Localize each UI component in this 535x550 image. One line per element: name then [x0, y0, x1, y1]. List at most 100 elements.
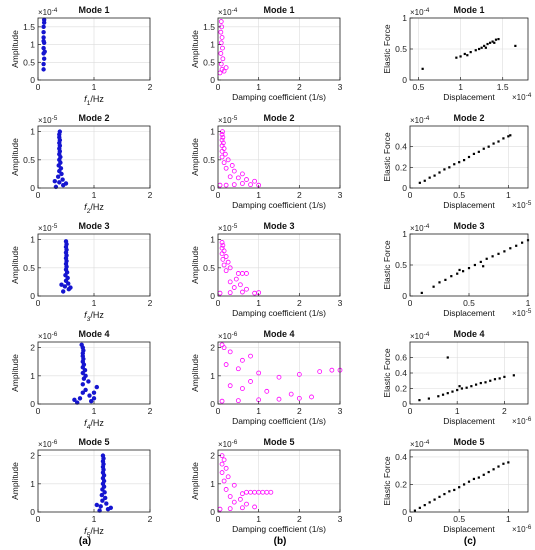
y-axis-label: Amplitude: [190, 30, 200, 68]
data-point: [57, 129, 63, 134]
data-point: [225, 259, 231, 265]
panel-title: Mode 1: [78, 5, 109, 15]
y-tick-label: 0.4: [395, 142, 407, 152]
data-point: [459, 55, 462, 58]
axes-frame: [409, 125, 529, 189]
data-point: [221, 457, 227, 463]
data-point: [227, 265, 233, 271]
y-tick-label: 1: [30, 127, 35, 137]
panel-title: Mode 5: [453, 437, 484, 447]
data-point: [433, 174, 436, 177]
data-point: [482, 473, 485, 476]
column-label-a: (a): [79, 536, 91, 547]
data-point: [252, 178, 258, 184]
data-point: [438, 281, 441, 284]
y-axis-label: Amplitude: [190, 462, 200, 500]
data-point: [220, 134, 226, 140]
data-point: [239, 386, 245, 391]
data-point: [233, 276, 239, 282]
y-tick-label: 1: [210, 40, 215, 50]
data-point: [493, 378, 497, 381]
data-point: [480, 46, 483, 49]
data-point: [479, 381, 482, 385]
x-axis-label: Damping coefficient (1/s): [232, 92, 326, 102]
y-exponent-label: ×10-4: [410, 223, 430, 233]
data-point: [458, 161, 461, 164]
x-tick-label: 1: [526, 298, 531, 308]
x-tick-label: 0.5: [463, 298, 475, 308]
x-tick-label: 2: [148, 514, 153, 524]
x-axis-label: Damping coefficient (1/s): [232, 416, 326, 426]
x-tick-label: 1: [92, 514, 97, 524]
data-point: [470, 385, 473, 388]
y-tick-label: 0: [210, 183, 215, 193]
panel-c3: 0 0.5 1 0 0.5 1 Mode 3 ×10-4 ×10-5 Displacement El…: [382, 221, 532, 318]
data-point: [235, 175, 241, 181]
data-point: [503, 375, 506, 378]
panel-title: Mode 4: [263, 329, 294, 339]
data-point: [244, 177, 249, 182]
data-point: [41, 67, 46, 72]
data-point: [466, 54, 469, 57]
y-tick-label: 0.5: [203, 57, 215, 67]
x-tick-label: 2: [297, 298, 302, 308]
data-point: [100, 453, 106, 458]
x-axis-label: Displacement: [443, 524, 495, 534]
x-tick-label: 0.5: [453, 190, 465, 200]
data-point: [472, 477, 476, 481]
data-point: [453, 488, 456, 492]
x-tick-label: 1: [256, 82, 261, 92]
plot-area: [218, 18, 340, 80]
data-point: [227, 506, 233, 512]
x-axis-label: f2/Hz: [84, 202, 104, 215]
data-point: [68, 285, 73, 290]
x-exponent-label: ×10-6: [512, 524, 532, 534]
x-tick-label: 0: [408, 190, 413, 200]
data-point: [448, 490, 451, 493]
x-tick-label: 2: [297, 514, 302, 524]
y-tick-label: 0.5: [23, 263, 35, 273]
panel-b1: 0 1 2 3 0 0.5 1 1.5 Mode 1 ×10-4 Damping coefficie…: [190, 5, 343, 102]
x-tick-label: 0: [216, 406, 221, 416]
data-point: [221, 68, 227, 74]
data-point: [103, 495, 108, 501]
data-point: [62, 284, 68, 289]
data-point: [521, 241, 524, 244]
y-tick-label: 1: [402, 13, 407, 23]
x-tick-label: 0: [408, 406, 413, 416]
axes-frame: [217, 125, 341, 189]
data-point: [41, 35, 46, 40]
data-point: [218, 40, 224, 46]
data-point: [53, 184, 59, 190]
data-point: [239, 491, 245, 497]
data-point: [42, 49, 47, 54]
y-tick-label: 0: [30, 291, 35, 301]
data-point: [218, 61, 224, 67]
y-exponent-label: ×10-6: [218, 439, 238, 449]
x-exponent-label: ×10-5: [512, 308, 532, 318]
data-point: [463, 52, 466, 56]
data-point: [507, 135, 510, 138]
data-point: [514, 44, 517, 47]
data-point: [420, 291, 423, 294]
x-tick-label: 2: [148, 82, 153, 92]
x-tick-label: 0: [216, 190, 221, 200]
y-tick-label: 0: [402, 507, 407, 517]
data-point: [317, 369, 323, 374]
y-tick-label: 0: [30, 399, 35, 409]
data-point: [220, 242, 226, 248]
y-axis-label: Elastic Force: [382, 24, 392, 73]
data-point: [472, 152, 476, 155]
y-exponent-label: ×10-6: [218, 331, 238, 341]
x-tick-label: 1: [256, 190, 261, 200]
data-point: [94, 502, 100, 508]
x-tick-label: 3: [338, 514, 343, 524]
data-point: [231, 182, 237, 188]
y-tick-label: 2: [210, 343, 215, 353]
data-point: [507, 461, 510, 464]
data-point: [239, 181, 245, 186]
data-point: [503, 250, 506, 253]
x-tick-label: 1: [92, 298, 97, 308]
data-point: [497, 140, 500, 143]
y-tick-label: 1: [210, 127, 215, 137]
